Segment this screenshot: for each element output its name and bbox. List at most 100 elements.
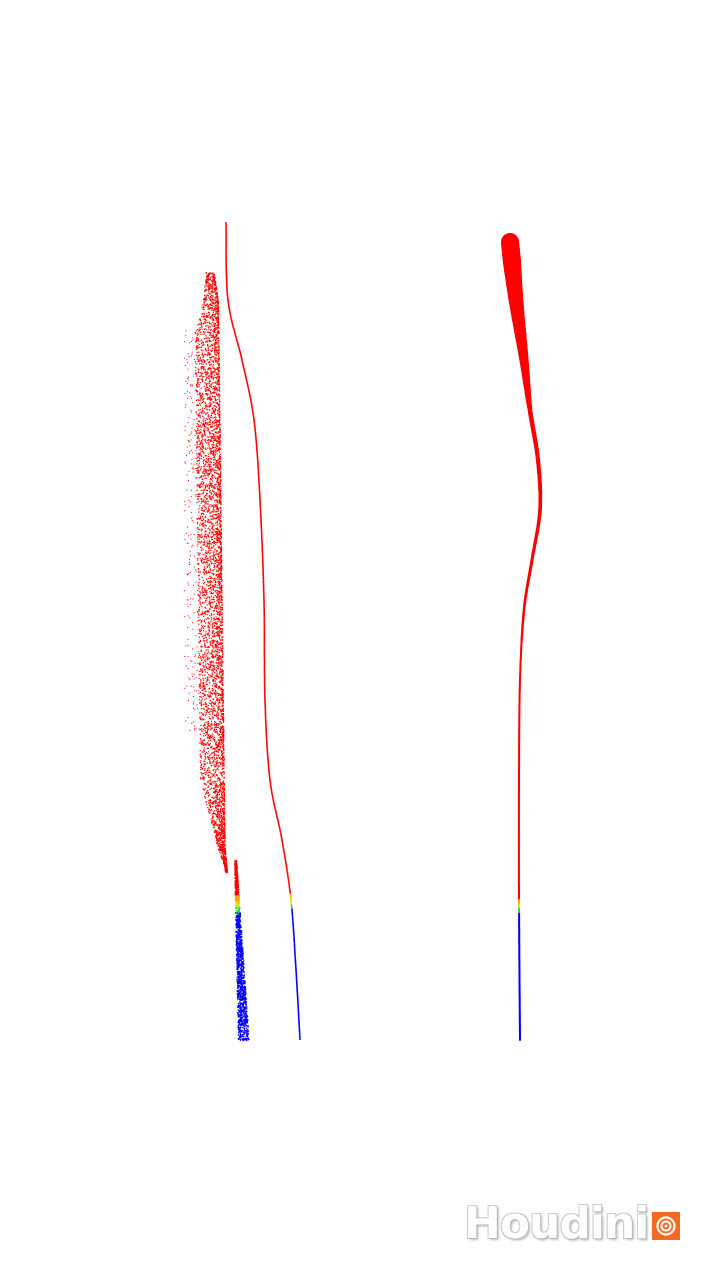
- particle: [196, 391, 198, 393]
- particle: [217, 450, 219, 452]
- particle: [220, 846, 222, 848]
- particle: [199, 414, 201, 416]
- particle: [215, 596, 217, 598]
- particle: [214, 627, 216, 630]
- particle: [219, 428, 221, 430]
- particle: [219, 739, 221, 741]
- particle: [215, 686, 217, 688]
- particle: [198, 384, 200, 386]
- particle: [211, 653, 213, 656]
- particle: [214, 640, 216, 642]
- particle: [223, 795, 225, 797]
- particle: [213, 506, 215, 508]
- particle: [221, 665, 223, 667]
- particle: [212, 430, 214, 432]
- particle: [196, 463, 198, 465]
- particle: [200, 387, 202, 389]
- particle: [217, 644, 220, 646]
- particle: [208, 414, 210, 416]
- particle: [201, 520, 203, 522]
- particle: [197, 345, 199, 347]
- particle: [210, 592, 212, 594]
- particle: [218, 649, 220, 651]
- particle: [216, 349, 218, 351]
- particle: [198, 399, 200, 401]
- particle: [199, 329, 201, 332]
- particle: [203, 708, 205, 710]
- particle: [209, 512, 212, 514]
- particle: [220, 850, 222, 852]
- particle: [222, 709, 224, 711]
- particle: [198, 420, 200, 422]
- particle: [214, 484, 216, 486]
- particle: [209, 788, 211, 791]
- particle: [218, 353, 220, 355]
- particle: [219, 811, 221, 813]
- particle: [212, 718, 214, 720]
- particle: [209, 580, 211, 582]
- particle: [221, 604, 223, 606]
- particle: [219, 638, 221, 640]
- particle: [215, 514, 217, 516]
- particle: [213, 765, 215, 767]
- particle: [218, 467, 220, 469]
- particle: [221, 803, 223, 805]
- particle: [213, 619, 215, 621]
- particle: [200, 685, 202, 687]
- particle: [206, 553, 208, 555]
- particle: [216, 441, 218, 443]
- particle: [218, 367, 220, 369]
- particle: [212, 453, 214, 455]
- particle: [212, 646, 214, 648]
- particle: [220, 492, 222, 494]
- particle: [214, 410, 216, 412]
- particle: [221, 584, 223, 586]
- particle: [212, 702, 215, 705]
- particle: [222, 727, 224, 729]
- particle: [210, 437, 212, 439]
- particle: [211, 392, 213, 394]
- particle: [217, 528, 219, 530]
- particle: [202, 436, 204, 438]
- particle: [207, 585, 209, 587]
- particle: [214, 786, 216, 788]
- particle: [210, 589, 212, 591]
- particle: [206, 737, 209, 739]
- particle: [218, 345, 220, 347]
- particle: [216, 337, 219, 339]
- particle: [214, 344, 216, 346]
- particle: [210, 334, 213, 336]
- particle: [222, 854, 224, 856]
- particle: [217, 541, 219, 543]
- particle: [202, 654, 204, 656]
- particle: [202, 594, 204, 596]
- particle: [203, 331, 205, 333]
- particle: [218, 507, 220, 509]
- particle: [224, 863, 226, 865]
- particle: [209, 755, 211, 757]
- particle: [207, 308, 209, 310]
- particle: [206, 283, 208, 285]
- particle: [200, 519, 203, 521]
- particle: [217, 316, 219, 318]
- particle: [200, 597, 202, 599]
- particle: [223, 771, 225, 773]
- particle: [212, 273, 214, 275]
- particle: [211, 722, 213, 724]
- particle: [213, 395, 215, 397]
- particle: [218, 337, 220, 339]
- particle: [217, 306, 219, 308]
- particle: [219, 543, 221, 545]
- particle: [207, 336, 209, 338]
- particle: [208, 438, 210, 441]
- particle: [222, 849, 224, 851]
- particle: [206, 655, 208, 657]
- particle: [222, 716, 224, 718]
- particle: [224, 858, 226, 860]
- particle: [218, 540, 220, 542]
- particle: [220, 577, 222, 580]
- particle: [205, 461, 207, 463]
- particle: [216, 333, 218, 335]
- particle: [215, 769, 217, 771]
- particle: [203, 779, 205, 781]
